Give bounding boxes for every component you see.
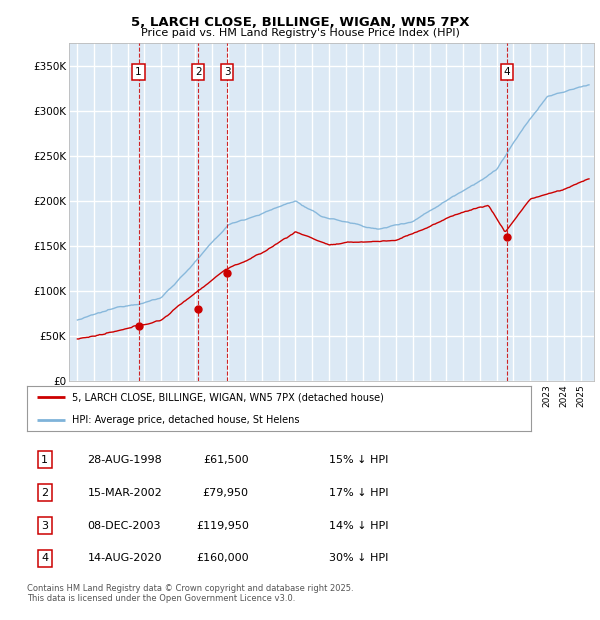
Text: £79,950: £79,950: [203, 488, 249, 498]
Text: 2: 2: [195, 67, 202, 77]
Text: £119,950: £119,950: [196, 521, 249, 531]
Text: 1: 1: [41, 455, 48, 465]
Text: 4: 4: [41, 553, 48, 564]
Text: Contains HM Land Registry data © Crown copyright and database right 2025.
This d: Contains HM Land Registry data © Crown c…: [27, 584, 353, 603]
Text: 3: 3: [41, 521, 48, 531]
Text: 1: 1: [135, 67, 142, 77]
Text: 5, LARCH CLOSE, BILLINGE, WIGAN, WN5 7PX (detached house): 5, LARCH CLOSE, BILLINGE, WIGAN, WN5 7PX…: [73, 392, 384, 402]
Text: HPI: Average price, detached house, St Helens: HPI: Average price, detached house, St H…: [73, 415, 300, 425]
Text: 4: 4: [504, 67, 511, 77]
Text: 15-MAR-2002: 15-MAR-2002: [88, 488, 162, 498]
Text: 14% ↓ HPI: 14% ↓ HPI: [329, 521, 389, 531]
Text: 2: 2: [41, 488, 48, 498]
Text: Price paid vs. HM Land Registry's House Price Index (HPI): Price paid vs. HM Land Registry's House …: [140, 28, 460, 38]
Text: £61,500: £61,500: [203, 455, 249, 465]
Text: £160,000: £160,000: [196, 553, 249, 564]
Text: 08-DEC-2003: 08-DEC-2003: [88, 521, 161, 531]
Text: 30% ↓ HPI: 30% ↓ HPI: [329, 553, 389, 564]
Text: 17% ↓ HPI: 17% ↓ HPI: [329, 488, 389, 498]
Text: 5, LARCH CLOSE, BILLINGE, WIGAN, WN5 7PX: 5, LARCH CLOSE, BILLINGE, WIGAN, WN5 7PX: [131, 16, 469, 29]
Text: 28-AUG-1998: 28-AUG-1998: [88, 455, 162, 465]
Text: 3: 3: [224, 67, 230, 77]
Text: 15% ↓ HPI: 15% ↓ HPI: [329, 455, 389, 465]
Text: 14-AUG-2020: 14-AUG-2020: [88, 553, 162, 564]
